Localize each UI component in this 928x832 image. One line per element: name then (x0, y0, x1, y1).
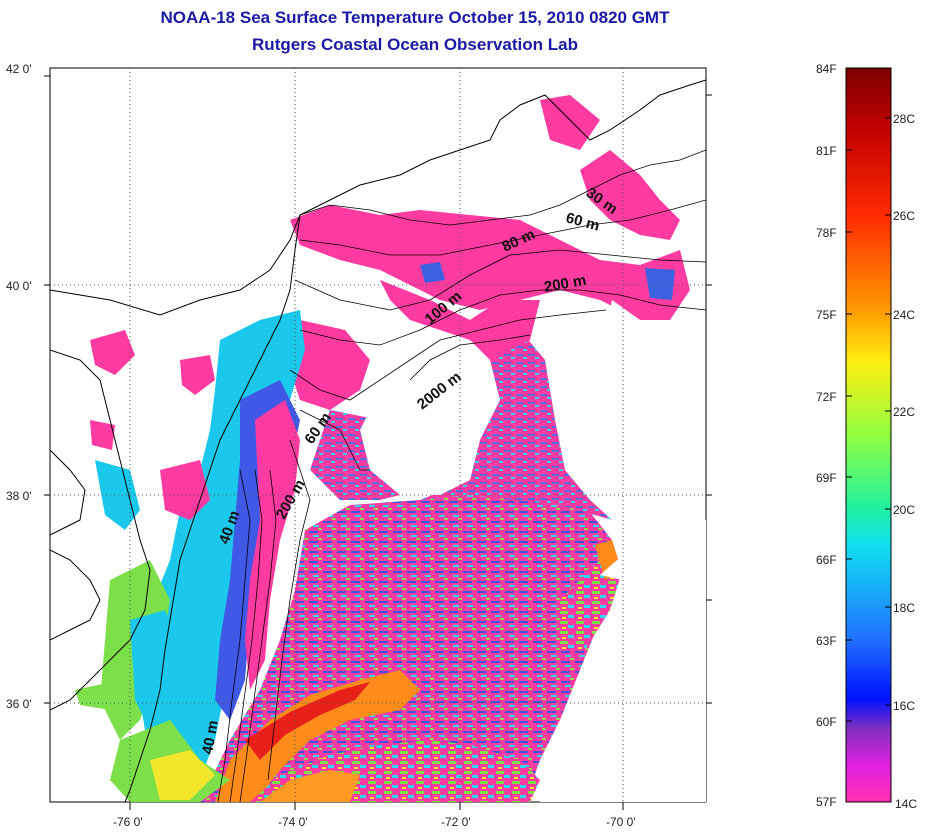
contour-label-40m-south: 40 m (199, 719, 222, 756)
graticule (50, 68, 706, 802)
colorbar-f-81: 81F (816, 144, 837, 158)
contour-40m-south (217, 469, 251, 802)
lat-label-42: 42 0' (6, 62, 32, 76)
north-patch-sst (540, 95, 600, 150)
gulf-stream-core (245, 682, 370, 760)
lon-label-72: -72 0' (441, 815, 471, 829)
colorbar-c-18: 18C (893, 601, 915, 615)
lon-label-74: -74 0' (278, 815, 308, 829)
chesapeake-upper-cyan (95, 460, 140, 530)
colorbar-c-28: 28C (893, 112, 915, 126)
coastline-north (50, 79, 706, 316)
contour-60m (299, 199, 706, 256)
colorbar-c-14: 14C (895, 797, 917, 811)
colorbar-c-26: 26C (893, 209, 915, 223)
lat-label-38: 38 0' (6, 489, 32, 503)
colorbar-c-16: 16C (893, 699, 915, 713)
colorbar-f-84: 84F (816, 62, 837, 76)
colorbar-f-60: 60F (816, 715, 837, 729)
blue-patch-shelf (420, 262, 445, 283)
blue-patch-east (645, 268, 675, 300)
lat-label-40: 40 0' (6, 279, 32, 293)
gulf-of-maine-sst (580, 150, 680, 240)
coastline-west (50, 549, 101, 641)
colorbar (845, 67, 892, 803)
axis-ticks (44, 75, 712, 810)
colorbar-ticks (846, 117, 891, 722)
colorbar-c-24: 24C (893, 308, 915, 322)
southern-orange-patch (260, 770, 360, 802)
contour-200m (289, 309, 607, 401)
delaware-bay-pink (180, 355, 215, 395)
chesapeake-mouth-cyan (130, 610, 180, 730)
lon-label-70: -70 0' (606, 815, 636, 829)
colorbar-f-57: 57F (816, 795, 837, 809)
colorbar-f-75: 75F (816, 308, 837, 322)
colorbar-f-69: 69F (816, 471, 837, 485)
bay-east-pink (160, 460, 210, 520)
shelf-break-sst-region (420, 330, 612, 520)
colorbar-f-66: 66F (816, 553, 837, 567)
southern-sound-yellow (150, 750, 215, 800)
lat-label-36: 36 0' (6, 697, 32, 711)
sst-data-layer (50, 79, 706, 802)
coastline-mid-atlantic (124, 214, 301, 802)
bay-upper-pink (90, 330, 135, 375)
colorbar-f-63: 63F (816, 634, 837, 648)
contour-30m (299, 149, 706, 226)
colorbar-c-20: 20C (893, 503, 915, 517)
contour-80m (294, 249, 706, 311)
bay-mid-pink (90, 420, 115, 450)
eastern-mixed-region (560, 560, 622, 650)
contour-60m-south (229, 469, 263, 802)
contour-100m (299, 289, 706, 346)
contour-2000m-south (267, 439, 311, 781)
coastline-bay (50, 349, 151, 711)
map-title: NOAA-18 Sea Surface Temperature October … (160, 8, 670, 27)
gulf-stream-warm-band (215, 670, 420, 802)
colorbar-f-72: 72F (816, 390, 837, 404)
lon-label-76: -76 0' (113, 815, 143, 829)
albemarle-green (75, 680, 130, 710)
nj-shelf-sst (290, 320, 370, 410)
colorbar-c-22: 22C (893, 405, 915, 419)
contour-200m-south (239, 469, 277, 802)
coastline-west-upper (50, 449, 86, 536)
colorbar-f-78: 78F (816, 226, 837, 240)
map-subtitle: Rutgers Coastal Ocean Observation Lab (252, 35, 578, 54)
coastal-pink-band (245, 400, 300, 690)
